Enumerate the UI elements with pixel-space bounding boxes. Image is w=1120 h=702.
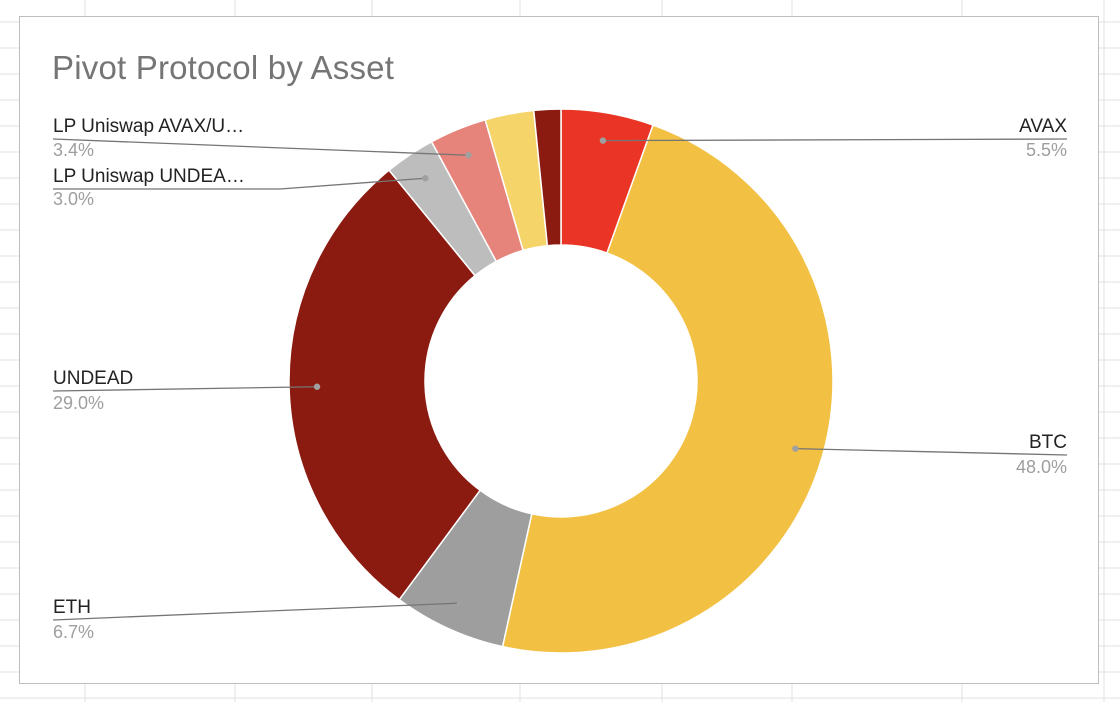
slice-label: AVAX [1019, 116, 1067, 137]
slice-label: UNDEAD [53, 368, 133, 389]
slice-percent: 5.5% [1026, 140, 1067, 160]
leader-dot [457, 600, 463, 606]
leader-dot [465, 152, 471, 158]
slice-percent: 3.4% [53, 140, 94, 160]
leader-line [53, 603, 460, 620]
leader-line [795, 449, 1067, 455]
slice-label: LP Uniswap UNDEA… [53, 166, 245, 187]
donut-chart: AVAX 5.5% BTC 48.0% ETH 6.7% UNDEAD 29.0% LP Uni… [20, 17, 1100, 685]
chart-card[interactable]: Pivot Protocol by Asset AVAX 5.5% BTC 48.0%… [19, 16, 1099, 684]
slice-label: BTC [1029, 432, 1067, 453]
leader-line [53, 139, 468, 155]
leader-dot [314, 384, 320, 390]
leader-dot [422, 175, 428, 181]
slice-percent: 29.0% [53, 393, 104, 413]
slice-percent: 6.7% [53, 622, 94, 642]
slice-label: LP Uniswap AVAX/U… [53, 116, 244, 137]
slice-label: ETH [53, 597, 91, 618]
leader-dot [600, 137, 606, 143]
slice-percent: 3.0% [53, 189, 94, 209]
leader-dot [792, 445, 798, 451]
slice-percent: 48.0% [1016, 457, 1067, 477]
